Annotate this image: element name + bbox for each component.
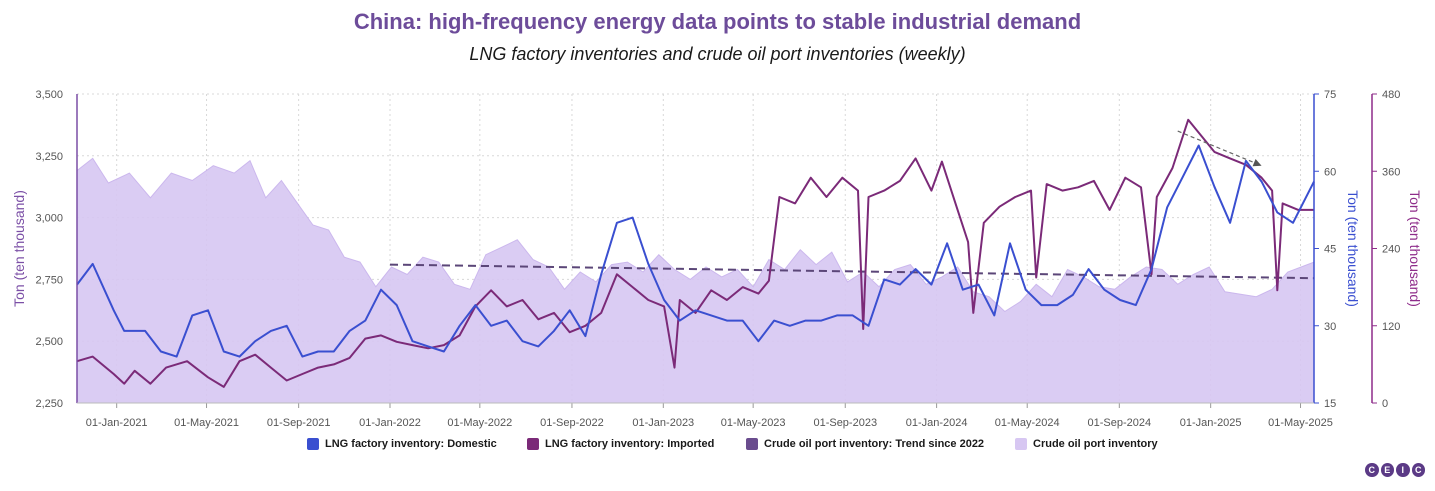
x-tick-label: 01-Sep-2022	[540, 417, 604, 429]
legend-label-domestic: LNG factory inventory: Domestic	[325, 438, 497, 450]
chart-title: China: high-frequency energy data points…	[353, 9, 1082, 34]
x-tick-label: 01-May-2022	[447, 417, 512, 429]
x-tick-label: 01-May-2021	[174, 417, 239, 429]
y-right1-tick-label: 45	[1324, 244, 1336, 256]
series-crude-trend-line	[389, 263, 1315, 280]
y-right2-axis-label: Ton (ten thousand)	[1407, 190, 1423, 307]
logo-letter: I	[1396, 463, 1410, 477]
y-right1-tick-label: 75	[1324, 89, 1336, 101]
y-left-tick-label: 2,500	[35, 336, 63, 348]
y-right1-tick-label: 60	[1324, 166, 1336, 178]
y-left-tick-label: 3,250	[35, 151, 63, 163]
legend-item-imported[interactable]: LNG factory inventory: Imported	[527, 438, 714, 450]
annotation-arrow-line	[1177, 130, 1262, 167]
y-right1-tick-label: 15	[1324, 398, 1336, 410]
ceic-logo: C E I C	[1365, 463, 1425, 481]
x-tick-label: 01-Sep-2024	[1088, 417, 1152, 429]
y-left-tick-label: 3,000	[35, 213, 63, 225]
legend-swatch-crude	[1015, 438, 1027, 450]
x-tick-label: 01-May-2024	[995, 417, 1060, 429]
y-left-tick-label: 3,500	[35, 89, 63, 101]
legend-item-domestic[interactable]: LNG factory inventory: Domestic	[307, 438, 497, 450]
logo-letter: C	[1411, 463, 1425, 477]
legend-item-trend[interactable]: Crude oil port inventory: Trend since 20…	[746, 438, 984, 450]
legend-swatch-trend	[746, 438, 758, 450]
x-tick-label: 01-Jan-2021	[86, 417, 148, 429]
chart-subtitle: LNG factory inventories and crude oil po…	[469, 44, 966, 64]
x-tick-label: 01-Jan-2024	[906, 417, 968, 429]
y-right1-axis-label: Ton (ten thousand)	[1345, 190, 1361, 307]
y-right2-tick-label: 240	[1382, 244, 1400, 256]
logo-letter: C	[1365, 463, 1379, 477]
y-left-tick-label: 2,250	[35, 398, 63, 410]
legend-swatch-imported	[527, 438, 539, 450]
legend-label-crude: Crude oil port inventory	[1033, 438, 1158, 450]
y-left-tick-label: 2,750	[35, 274, 63, 286]
legend-item-crude[interactable]: Crude oil port inventory	[1015, 438, 1158, 450]
legend-label-imported: LNG factory inventory: Imported	[545, 438, 715, 450]
legend-label-trend: Crude oil port inventory: Trend since 20…	[764, 438, 985, 450]
y-right2-tick-label: 480	[1382, 89, 1400, 101]
x-tick-label: 01-Jan-2023	[632, 417, 694, 429]
crude-area-layer	[76, 157, 1315, 404]
logo-letter: E	[1380, 463, 1394, 477]
x-tick-label: 01-May-2025	[1268, 417, 1333, 429]
series-lng-domestic-line	[76, 144, 1315, 358]
legend: LNG factory inventory: Domestic LNG fact…	[0, 438, 1435, 458]
x-tick-label: 01-Sep-2021	[267, 417, 331, 429]
series-lng-imported-line	[76, 118, 1314, 388]
series-crude-oil-port-inventory-area	[76, 157, 1315, 404]
annotations	[1177, 130, 1262, 167]
y-right2-tick-label: 360	[1382, 166, 1400, 178]
trend-layer	[389, 263, 1315, 280]
lng-lines-layer	[76, 118, 1315, 388]
y-right1-tick-label: 30	[1324, 321, 1336, 333]
y-right2-tick-label: 0	[1382, 398, 1388, 410]
x-tick-label: 01-May-2023	[721, 417, 786, 429]
x-tick-label: 01-Jan-2025	[1180, 417, 1242, 429]
axes: 2,250 2,500 2,750 3,000 3,250 3,500 01-Jan-202…	[11, 89, 1423, 429]
y-right2-tick-label: 120	[1382, 321, 1400, 333]
x-tick-label: 01-Jan-2022	[359, 417, 421, 429]
annotation-arrow-head	[1252, 158, 1262, 167]
x-tick-label: 01-Sep-2023	[813, 417, 877, 429]
legend-swatch-domestic	[307, 438, 319, 450]
y-left-axis-label: Ton (ten thousand)	[11, 190, 27, 307]
